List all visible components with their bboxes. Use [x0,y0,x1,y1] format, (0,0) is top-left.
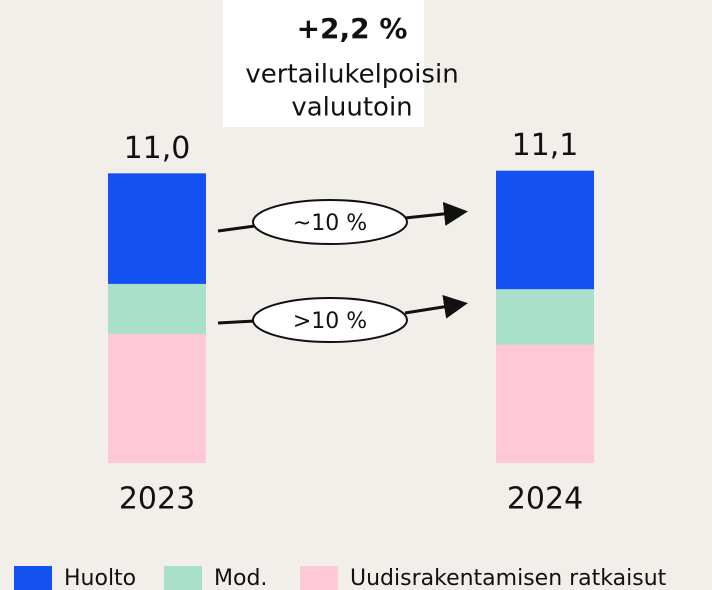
bar-segment [108,333,206,463]
annotation-ellipse [252,199,408,245]
bar-segment [496,170,594,290]
arrow [404,294,468,319]
title: +2,2 % [297,12,408,45]
legend-swatch [164,566,202,590]
x-tick-label: 2024 [507,482,583,517]
legend-label: Uudisrakentamisen ratkaisut [350,566,667,590]
annotation-ellipse [252,297,408,343]
arrow [404,201,468,226]
annotation: >10 % [293,309,367,334]
bar-segment [496,289,594,345]
legend-label: Huolto [64,566,136,590]
legend-swatch [14,566,52,590]
bar-segment [108,173,206,284]
total-label: 11,1 [512,128,579,163]
annotation: ~10 % [293,211,367,236]
arrow [217,224,256,233]
title-box [223,0,424,127]
x-tick-label: 2023 [119,482,195,517]
bar-segment [108,283,206,334]
arrow [217,319,256,325]
total-label: 11,0 [124,131,191,166]
legend-swatch [300,566,338,590]
legend-label: Mod. [214,566,267,590]
subtitle: valuutoin [291,93,412,123]
subtitle: vertailukelpoisin [245,60,458,90]
bar-segment [496,344,594,463]
